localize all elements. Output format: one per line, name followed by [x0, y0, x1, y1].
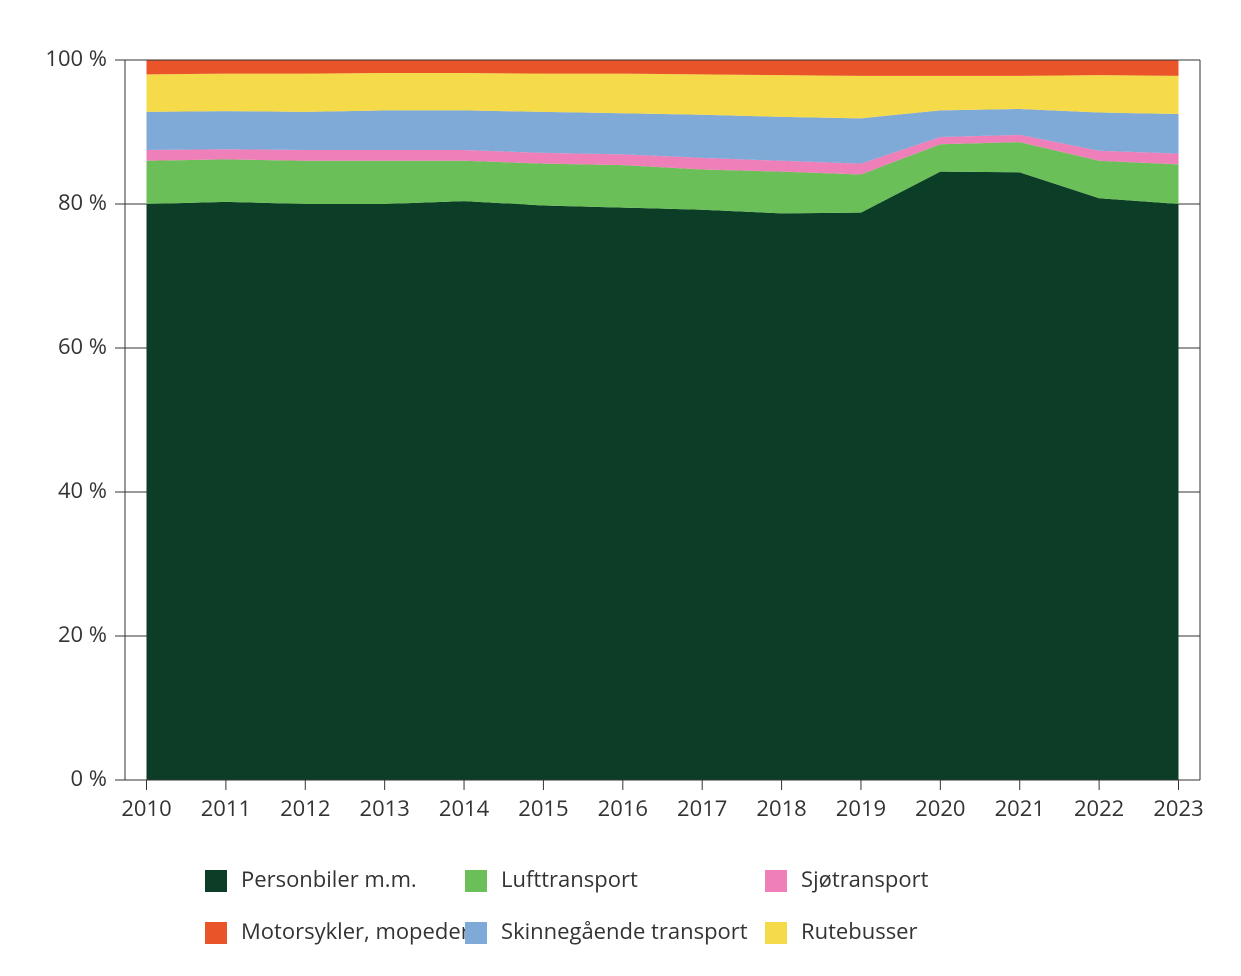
legend-swatch-personbiler — [205, 870, 227, 892]
x-tick-label: 2016 — [598, 793, 648, 823]
x-tick-label: 2017 — [677, 793, 727, 823]
area-motorsykler — [147, 60, 1179, 76]
x-tick-label: 2023 — [1153, 793, 1203, 823]
x-tick-label: 2022 — [1074, 793, 1124, 823]
x-tick-label: 2014 — [439, 793, 490, 823]
y-tick-label: 100 % — [45, 43, 107, 73]
area-personbiler — [147, 172, 1179, 780]
legend-label-lufttransport: Lufttransport — [501, 864, 638, 894]
legend-swatch-rutebusser — [765, 922, 787, 944]
stacked-area-chart: 0 % 20 % 40 % 60 % 80 % 100 % 2010 2011 2012 2013… — [0, 0, 1241, 976]
y-tick-label: 0 % — [71, 763, 107, 793]
stacked-areas — [147, 60, 1179, 780]
chart-svg: 0 % 20 % 40 % 60 % 80 % 100 % 2010 2011 2012 2013… — [0, 0, 1241, 976]
x-tick-label: 2013 — [359, 793, 409, 823]
x-tick-label: 2021 — [995, 793, 1045, 823]
x-tick-label: 2015 — [518, 793, 568, 823]
legend-label-personbiler: Personbiler m.m. — [241, 864, 417, 894]
y-tick-label: 80 % — [58, 187, 107, 217]
x-tick-label: 2019 — [836, 793, 886, 823]
x-tick-label: 2010 — [121, 793, 171, 823]
legend-label-rutebusser: Rutebusser — [801, 916, 918, 946]
y-tick-label: 60 % — [58, 331, 107, 361]
legend-swatch-sjotransport — [765, 870, 787, 892]
x-tick-label: 2012 — [280, 793, 330, 823]
legend-swatch-motorsykler — [205, 922, 227, 944]
x-tick-label: 2011 — [201, 793, 251, 823]
legend-label-skinnegaende: Skinnegående transport — [501, 916, 748, 946]
x-tick-label: 2018 — [756, 793, 806, 823]
legend-label-sjotransport: Sjøtransport — [801, 864, 929, 894]
legend: Personbiler m.m. Lufttransport Sjøtranspor… — [205, 864, 929, 946]
legend-swatch-lufttransport — [465, 870, 487, 892]
legend-swatch-skinnegaende — [465, 922, 487, 944]
y-tick-label: 40 % — [58, 475, 107, 505]
x-tick-label: 2020 — [915, 793, 965, 823]
legend-label-motorsykler: Motorsykler, mopeder — [241, 916, 470, 946]
y-tick-label: 20 % — [58, 619, 107, 649]
